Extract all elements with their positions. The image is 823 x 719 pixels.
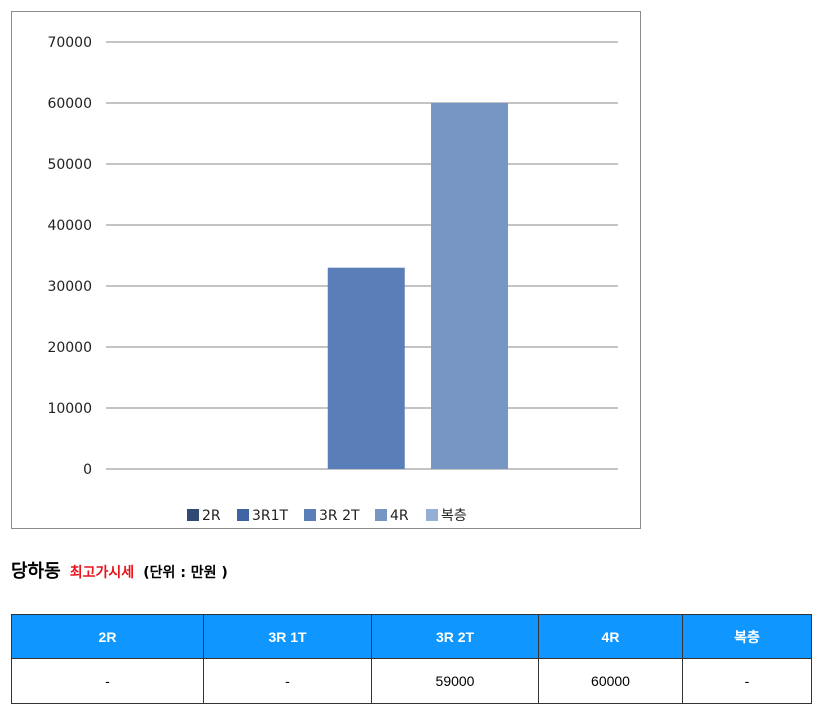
y-tick-label: 70000 (47, 35, 92, 51)
unit-label: (단위 : 만원 ) (143, 565, 228, 581)
value-cell-4r: 60000 (538, 658, 683, 704)
value-cell-3r1t: - (203, 658, 372, 704)
bar-4r (431, 103, 509, 469)
bar-chart: 0 10000 20000 30000 40000 50000 60000 70000 2R 3R… (47, 35, 618, 524)
header-cell-4r: 4R (538, 614, 683, 659)
y-tick-label: 10000 (47, 401, 92, 417)
y-tick-label: 40000 (47, 218, 92, 234)
table-header-row: 2R 3R 1T 3R 2T 4R 복층 (11, 614, 812, 659)
value-cell-duplex: - (682, 658, 812, 704)
place-name: 당하동 (11, 561, 61, 582)
header-cell-duplex: 복층 (682, 614, 812, 659)
price-table: 2R 3R 1T 3R 2T 4R 복층 - - 59000 60000 - (11, 614, 812, 704)
value-cell-2r: - (11, 658, 204, 704)
value-cell-3r2t: 59000 (371, 658, 539, 704)
legend-swatch (426, 509, 438, 521)
legend-label: 3R1T (252, 508, 289, 524)
legend-label: 3R 2T (319, 508, 360, 524)
legend-swatch (237, 509, 249, 521)
section-heading: 당하동 최고가시세 (단위 : 만원 ) (11, 557, 228, 583)
legend-label: 2R (202, 508, 221, 524)
chart-frame: 0 10000 20000 30000 40000 50000 60000 70000 2R 3R… (11, 11, 641, 529)
y-tick-label: 50000 (47, 157, 92, 173)
y-tick-label: 0 (83, 462, 92, 478)
y-tick-label: 20000 (47, 340, 92, 356)
y-tick-label: 30000 (47, 279, 92, 295)
legend-label: 4R (390, 508, 409, 524)
price-label: 최고가시세 (69, 565, 135, 581)
legend-swatch (304, 509, 316, 521)
legend-swatch (187, 509, 199, 521)
y-tick-label: 60000 (47, 96, 92, 112)
bar-3r2t (327, 267, 405, 469)
header-cell-3r1t: 3R 1T (203, 614, 372, 659)
table-row: - - 59000 60000 - (11, 658, 812, 704)
legend-swatch (375, 509, 387, 521)
legend-label: 복층 (441, 508, 467, 524)
header-cell-2r: 2R (11, 614, 204, 659)
header-cell-3r2t: 3R 2T (371, 614, 539, 659)
